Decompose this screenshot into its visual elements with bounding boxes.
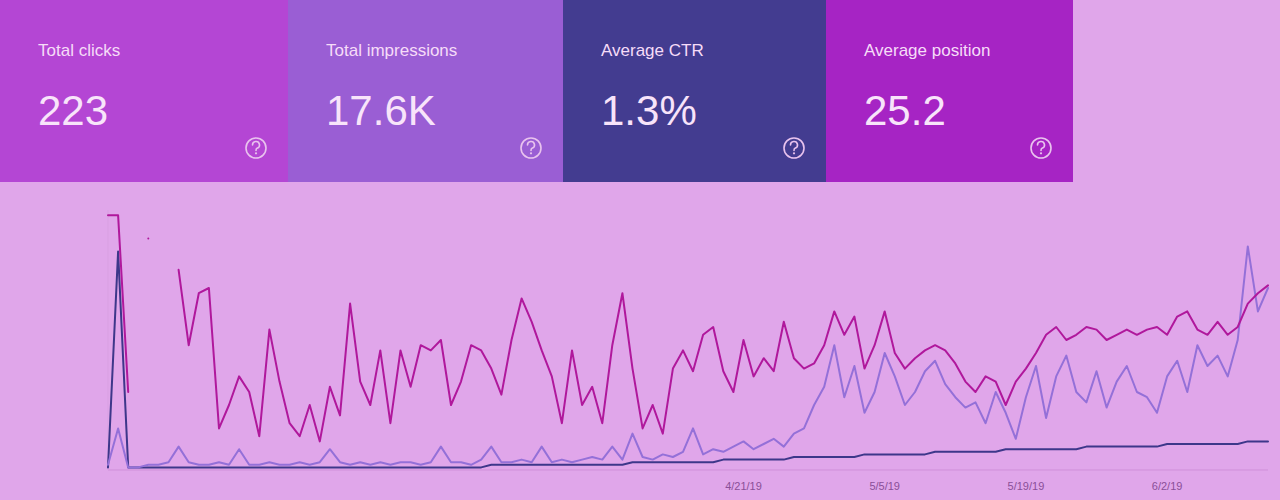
x-tick-label: 4/21/19 xyxy=(725,480,762,492)
metric-card: Average CTR 1.3% xyxy=(563,0,826,182)
card-label: Total impressions xyxy=(326,41,457,60)
card-value: 1.3% xyxy=(601,87,697,134)
x-tick-label: 6/2/19 xyxy=(1152,480,1183,492)
card-value: 223 xyxy=(38,87,108,134)
help-icon-mark xyxy=(527,141,534,150)
series-line xyxy=(108,215,1268,441)
help-icon-dot xyxy=(255,152,257,154)
metric-cards: Total clicks 223 Total impressions 17.6K Ave… xyxy=(0,0,1073,182)
card-background xyxy=(288,0,563,182)
card-label: Total clicks xyxy=(38,41,120,60)
help-icon-ring xyxy=(521,138,541,158)
help-icon-mark xyxy=(252,141,259,150)
y-range-line xyxy=(108,210,109,470)
x-tick-label: 5/5/19 xyxy=(869,480,900,492)
card-background xyxy=(0,0,288,182)
x-axis-line xyxy=(108,470,1268,471)
card-background xyxy=(826,0,1073,182)
page: Total clicks 223 Total impressions 17.6K Ave… xyxy=(0,0,1280,500)
help-icon[interactable] xyxy=(1031,138,1051,158)
series-line xyxy=(108,246,1268,467)
card-label: Average position xyxy=(864,41,990,60)
x-tick-labels: 4/21/19 5/5/19 5/19/19 6/2/19 xyxy=(725,480,1182,492)
help-icon-mark xyxy=(1037,141,1044,150)
metric-card: Total impressions 17.6K xyxy=(288,0,563,182)
help-icon-ring xyxy=(246,138,266,158)
card-value: 17.6K xyxy=(326,87,436,134)
lines xyxy=(108,215,1268,467)
help-icon[interactable] xyxy=(521,138,541,158)
help-icon[interactable] xyxy=(246,138,266,158)
help-icon[interactable] xyxy=(784,138,804,158)
help-icon-dot xyxy=(1040,152,1042,154)
help-icon-mark xyxy=(790,141,797,150)
help-icon-ring xyxy=(1031,138,1051,158)
card-background xyxy=(563,0,826,182)
help-icon-dot xyxy=(530,152,532,154)
help-icon-dot xyxy=(793,152,795,154)
x-tick-label: 5/19/19 xyxy=(1008,480,1045,492)
card-value: 25.2 xyxy=(864,87,946,134)
metric-card: Total clicks 223 xyxy=(0,0,288,182)
help-icon-ring xyxy=(784,138,804,158)
metric-card: Average position 25.2 xyxy=(826,0,1073,182)
card-label: Average CTR xyxy=(601,41,704,60)
